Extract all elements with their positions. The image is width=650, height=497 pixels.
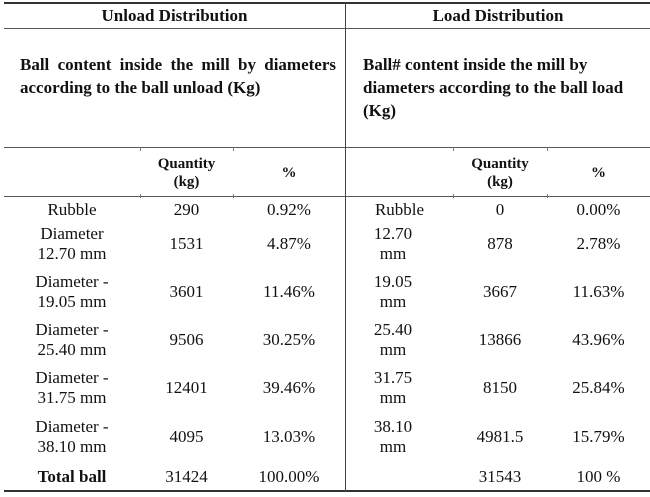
- load-row-quantity: 8150: [483, 378, 517, 397]
- title-row-divider: [4, 28, 650, 29]
- label-line2: 31.75 mm: [37, 388, 107, 407]
- table-top-border: [4, 2, 650, 4]
- unload-percent-header: %: [281, 165, 297, 181]
- unload-row-quantity: 9506: [169, 330, 204, 349]
- unload-row-label: Diameter - 25.40 mm: [4, 317, 140, 363]
- label-line2: mm: [379, 388, 407, 407]
- label-line1: Diameter -: [35, 417, 109, 436]
- label-line1: Diameter -: [35, 368, 109, 387]
- unload-row-quantity: 290: [173, 200, 200, 219]
- load-row-quantity: 878: [487, 234, 513, 253]
- load-total-label: [346, 466, 453, 488]
- unload-row-quantity: 4095: [169, 427, 204, 446]
- load-row-label: 12.70 mm: [346, 221, 440, 267]
- load-row-percent: 15.79%: [572, 427, 625, 446]
- load-quantity-header: Quantity (kg): [453, 150, 547, 196]
- load-row-quantity: 4981.5: [476, 427, 524, 446]
- unload-row-label: Diameter - 31.75 mm: [4, 365, 140, 411]
- load-row-quantity: 13866: [478, 330, 522, 349]
- load-row-quantity: 3667: [483, 282, 517, 301]
- unload-row-quantity: 3601: [169, 282, 204, 301]
- load-row-label: 19.05 mm: [346, 269, 440, 315]
- unload-row-quantity: 1531: [169, 234, 204, 253]
- center-divider: [345, 2, 346, 492]
- unload-row-label: Diameter - 19.05 mm: [4, 269, 140, 315]
- table-bottom-border: [4, 490, 650, 492]
- quantity-header-line1: Quantity: [157, 156, 216, 172]
- label-line2: 38.10 mm: [37, 437, 107, 456]
- column-tick: [140, 147, 141, 151]
- load-row-percent: 11.63%: [572, 282, 625, 301]
- column-tick: [547, 194, 548, 198]
- load-row-quantity: 0: [495, 200, 505, 219]
- label-line2: 25.40 mm: [37, 340, 107, 359]
- load-row-label: 38.10 mm: [346, 414, 440, 460]
- load-row-percent: 2.78%: [576, 234, 621, 253]
- column-tick: [547, 147, 548, 151]
- unload-quantity-header: Quantity (kg): [140, 150, 233, 196]
- label-line2: mm: [379, 437, 407, 456]
- unload-row-percent: 13.03%: [262, 427, 316, 446]
- unload-title: Unload Distribution: [101, 6, 248, 25]
- label-line1: 38.10: [373, 417, 413, 436]
- unload-row-percent: 0.92%: [267, 200, 311, 219]
- unload-total-label: Total ball: [37, 467, 107, 486]
- label-line2: 19.05 mm: [37, 292, 107, 311]
- label-line2: 12.70 mm: [37, 244, 107, 263]
- load-row-percent: 43.96%: [572, 330, 625, 349]
- unload-row-percent: 11.46%: [263, 282, 315, 301]
- column-tick: [140, 194, 141, 198]
- unload-row-label: Diameter - 38.10 mm: [4, 414, 140, 460]
- quantity-header-line2: (kg): [173, 174, 200, 190]
- column-tick: [233, 147, 234, 151]
- load-description: Ball# content inside the mill by diamete…: [363, 55, 624, 120]
- load-row-percent: 0.00%: [576, 200, 621, 219]
- quantity-header-line2: (kg): [487, 174, 513, 190]
- unload-row-percent: 30.25%: [262, 330, 316, 349]
- label-line2: mm: [379, 244, 407, 263]
- unload-description: Ball content inside the mill by diameter…: [20, 55, 336, 97]
- load-total-quantity: 31543: [478, 467, 522, 486]
- unload-row-label: Diameter 12.70 mm: [4, 221, 140, 267]
- column-header-divider: [4, 196, 650, 197]
- distribution-table: Unload Distribution Load Distribution Ba…: [4, 2, 650, 492]
- column-tick: [453, 147, 454, 151]
- label-line1: Diameter -: [35, 320, 109, 339]
- description-row-divider: [4, 147, 650, 148]
- unload-total-percent: 100.00%: [258, 467, 320, 486]
- label-line1: 19.05: [373, 272, 413, 291]
- unload-row-percent: 4.87%: [267, 234, 311, 253]
- label-line1: 25.40: [373, 320, 413, 339]
- column-tick: [453, 194, 454, 198]
- label-line1: Diameter: [40, 224, 104, 243]
- unload-total-quantity: 31424: [165, 467, 208, 486]
- unload-row-label: Rubble: [47, 200, 97, 219]
- column-tick: [233, 194, 234, 198]
- load-row-label: 25.40 mm: [346, 317, 440, 363]
- load-title: Load Distribution: [432, 6, 564, 25]
- unload-row-percent: 39.46%: [262, 378, 316, 397]
- quantity-header-line1: Quantity: [471, 156, 529, 172]
- load-row-label: Rubble: [374, 200, 425, 219]
- label-line1: 31.75: [373, 368, 413, 387]
- load-total-percent: 100 %: [576, 467, 621, 486]
- label-line2: mm: [379, 292, 407, 311]
- label-line1: Diameter -: [35, 272, 109, 291]
- load-row-percent: 25.84%: [572, 378, 625, 397]
- label-line2: mm: [379, 340, 407, 359]
- load-percent-header: %: [591, 165, 606, 181]
- unload-row-quantity: 12401: [165, 378, 208, 397]
- label-line1: 12.70: [373, 224, 413, 243]
- load-row-label: 31.75 mm: [346, 365, 440, 411]
